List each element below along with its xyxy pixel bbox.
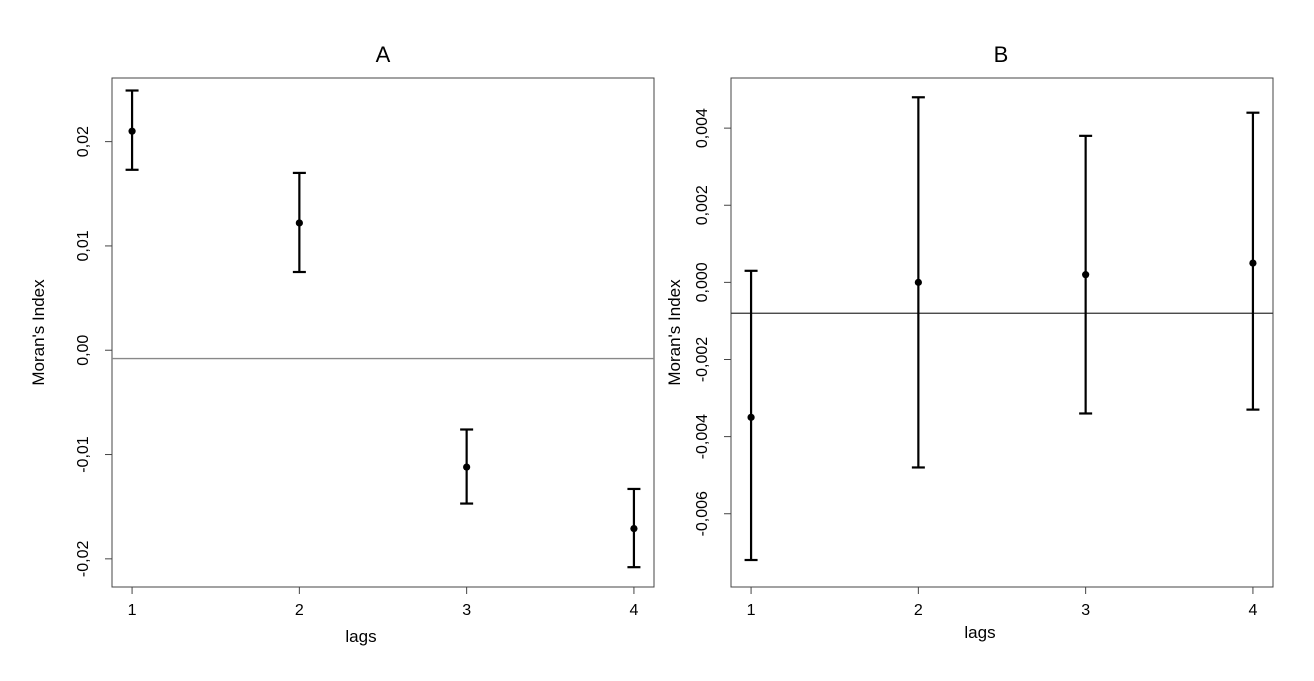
data-point: [463, 463, 471, 471]
data-point: [747, 413, 755, 421]
y-tick-label: 0,002: [694, 185, 711, 225]
y-tick-label: 0,000: [694, 262, 711, 302]
y-tick-label: 0,01: [75, 230, 92, 261]
y-tick-label: -0,004: [694, 414, 711, 459]
data-point: [914, 278, 922, 286]
y-axis-label: Moran's Index: [665, 279, 684, 386]
x-tick-label: 3: [462, 602, 471, 619]
y-tick-label: -0,006: [694, 491, 711, 536]
y-tick-label: -0,002: [694, 337, 711, 382]
data-point: [295, 219, 303, 227]
x-axis-label: lags: [345, 627, 376, 646]
y-tick-label: 0,004: [694, 108, 711, 148]
plot-frame: [111, 77, 655, 588]
data-point: [128, 127, 136, 135]
y-tick-label: 0,00: [75, 335, 92, 366]
chart-panel-a: A 1 2 3 4 -0,02 -0,01 0,00 0,01 0,02 lags Moran's I…: [29, 42, 655, 646]
x-tick-label: 1: [747, 602, 756, 619]
plot-frame: [730, 77, 1274, 588]
x-tick-label: 4: [1248, 602, 1257, 619]
chart-panel-b: B 1 2 3 4 -0,006 -0,004 -0,002 0,000 0,002 0,004 la…: [665, 42, 1274, 642]
x-tick-label: 4: [629, 602, 638, 619]
y-tick-label: 0,02: [75, 126, 92, 157]
data-point: [1082, 271, 1090, 279]
data-point: [630, 524, 638, 533]
x-tick-label: 3: [1081, 602, 1090, 619]
chart-title: B: [994, 42, 1009, 67]
x-tick-label: 1: [128, 602, 137, 619]
data-point: [1249, 259, 1257, 267]
y-tick-label: -0,01: [75, 436, 92, 473]
y-axis-label: Moran's Index: [29, 279, 48, 386]
x-tick-label: 2: [295, 602, 304, 619]
x-tick-label: 2: [914, 602, 923, 619]
x-axis-label: lags: [964, 623, 995, 642]
chart-title: A: [376, 42, 391, 67]
y-tick-label: -0,02: [75, 541, 92, 578]
